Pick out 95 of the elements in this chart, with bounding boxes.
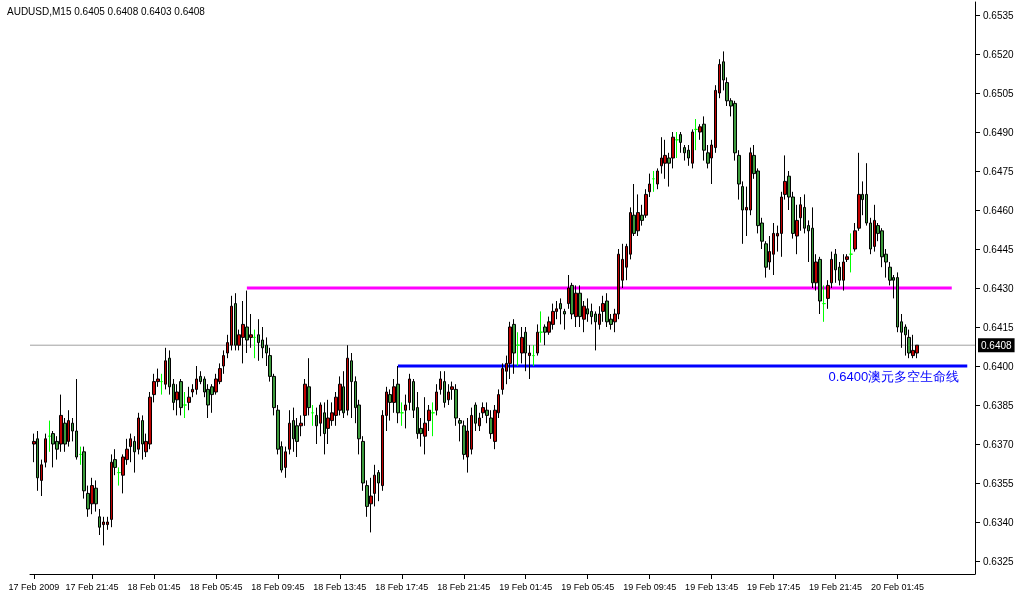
y-tick-label: 0.6415 (983, 321, 1015, 333)
x-tick-label: 20 Feb 01:45 (871, 581, 925, 592)
candlestick (911, 334, 915, 359)
candlestick (51, 430, 55, 468)
candlestick (578, 284, 582, 328)
candlestick (691, 128, 694, 169)
candlestick (842, 253, 845, 292)
candlestick (90, 477, 94, 515)
x-tick-label: 18 Feb 21:45 (437, 581, 491, 592)
candlestick (435, 383, 438, 416)
x-tick-label: 17 Feb 2009 (8, 581, 60, 592)
candlestick (512, 318, 516, 375)
candlestick (683, 144, 686, 162)
candlestick (536, 323, 539, 357)
x-tick-label: 18 Feb 01:45 (127, 581, 181, 592)
candlestick (818, 256, 822, 315)
y-tick-label: 0.6430 (983, 282, 1015, 294)
candlestick (36, 430, 39, 492)
candlestick (234, 292, 237, 351)
y-tick-label: 0.6385 (983, 399, 1015, 411)
candlestick (94, 479, 98, 513)
candlestick (110, 453, 113, 528)
candlestick (323, 401, 326, 455)
ref-line-label: 0.6408 (981, 339, 1013, 351)
candlestick (675, 131, 679, 159)
x-tick-label: 19 Feb 05:45 (561, 581, 615, 592)
candlestick (79, 446, 82, 466)
x-tick-label: 17 Feb 21:45 (65, 581, 119, 592)
candlestick (311, 404, 314, 427)
candlestick (652, 170, 655, 193)
y-tick-label: 0.6490 (983, 126, 1015, 138)
y-tick-label: 0.6535 (983, 9, 1015, 21)
y-tick-label: 0.6460 (983, 204, 1015, 216)
x-tick-label: 19 Feb 21:45 (809, 581, 863, 592)
y-tick-label: 0.6325 (983, 555, 1015, 567)
annotation: 0.6400澳元多空生命线 (828, 369, 960, 384)
candlestick (443, 370, 446, 409)
candlestick (551, 303, 555, 331)
candlestick (75, 378, 78, 461)
candlestick (834, 248, 837, 284)
candlestick (563, 308, 566, 331)
y-tick-label: 0.6400 (983, 360, 1015, 372)
x-tick-label: 19 Feb 01:45 (499, 581, 553, 592)
candlestick (539, 310, 543, 344)
y-tick-label: 0.6475 (983, 165, 1015, 177)
candlestick (288, 409, 291, 455)
candlestick (849, 232, 853, 273)
candlestick (404, 394, 407, 429)
y-tick-label: 0.6355 (983, 477, 1015, 489)
candlestick (656, 167, 659, 190)
candlestick (175, 383, 179, 416)
candlestick (187, 386, 191, 411)
x-tick-label: 19 Feb 09:45 (623, 581, 677, 592)
x-tick-label: 19 Feb 13:45 (685, 581, 739, 592)
candlestick (574, 284, 578, 328)
candlestick (400, 401, 404, 427)
candlestick (183, 391, 187, 419)
candlestick (811, 206, 814, 289)
candlestick (117, 466, 121, 487)
candlestick (195, 365, 198, 396)
candlestick (141, 414, 144, 461)
chart-title: AUDUSD,M15 0.6405 0.6408 0.6403 0.6408 (7, 5, 206, 17)
candlestick (559, 297, 562, 325)
x-tick-label: 18 Feb 13:45 (313, 581, 367, 592)
candlestick (253, 329, 256, 359)
candlestick (179, 378, 183, 416)
candlestick (694, 118, 698, 151)
y-tick-label: 0.6505 (983, 87, 1015, 99)
candlestick (160, 373, 163, 396)
candlestick (873, 204, 876, 253)
x-tick-label: 18 Feb 05:45 (189, 581, 243, 592)
candlestick (67, 409, 70, 448)
candlestick (396, 365, 400, 424)
candlestick (257, 318, 260, 362)
y-tick-label: 0.6340 (983, 516, 1015, 528)
y-tick-label: 0.6520 (983, 48, 1015, 60)
x-tick-label: 18 Feb 17:45 (375, 581, 429, 592)
y-tick-label: 0.6370 (983, 438, 1015, 450)
candlestick (48, 420, 51, 453)
candlestick (772, 222, 775, 276)
candlestick (679, 131, 682, 154)
x-tick-label: 19 Feb 17:45 (747, 581, 801, 592)
candlestick (508, 321, 512, 380)
candlestick (431, 401, 435, 437)
candlestick (605, 292, 609, 328)
candlestick (292, 407, 295, 453)
candlestick (532, 344, 535, 367)
candlestick (516, 331, 520, 367)
candlestick (346, 344, 349, 416)
candlestick (423, 396, 427, 455)
candlestick (44, 433, 47, 468)
candlestick (660, 136, 663, 175)
candlestick (822, 284, 826, 323)
y-tick-label: 0.6445 (983, 243, 1015, 255)
x-tick-label: 18 Feb 09:45 (251, 581, 305, 592)
